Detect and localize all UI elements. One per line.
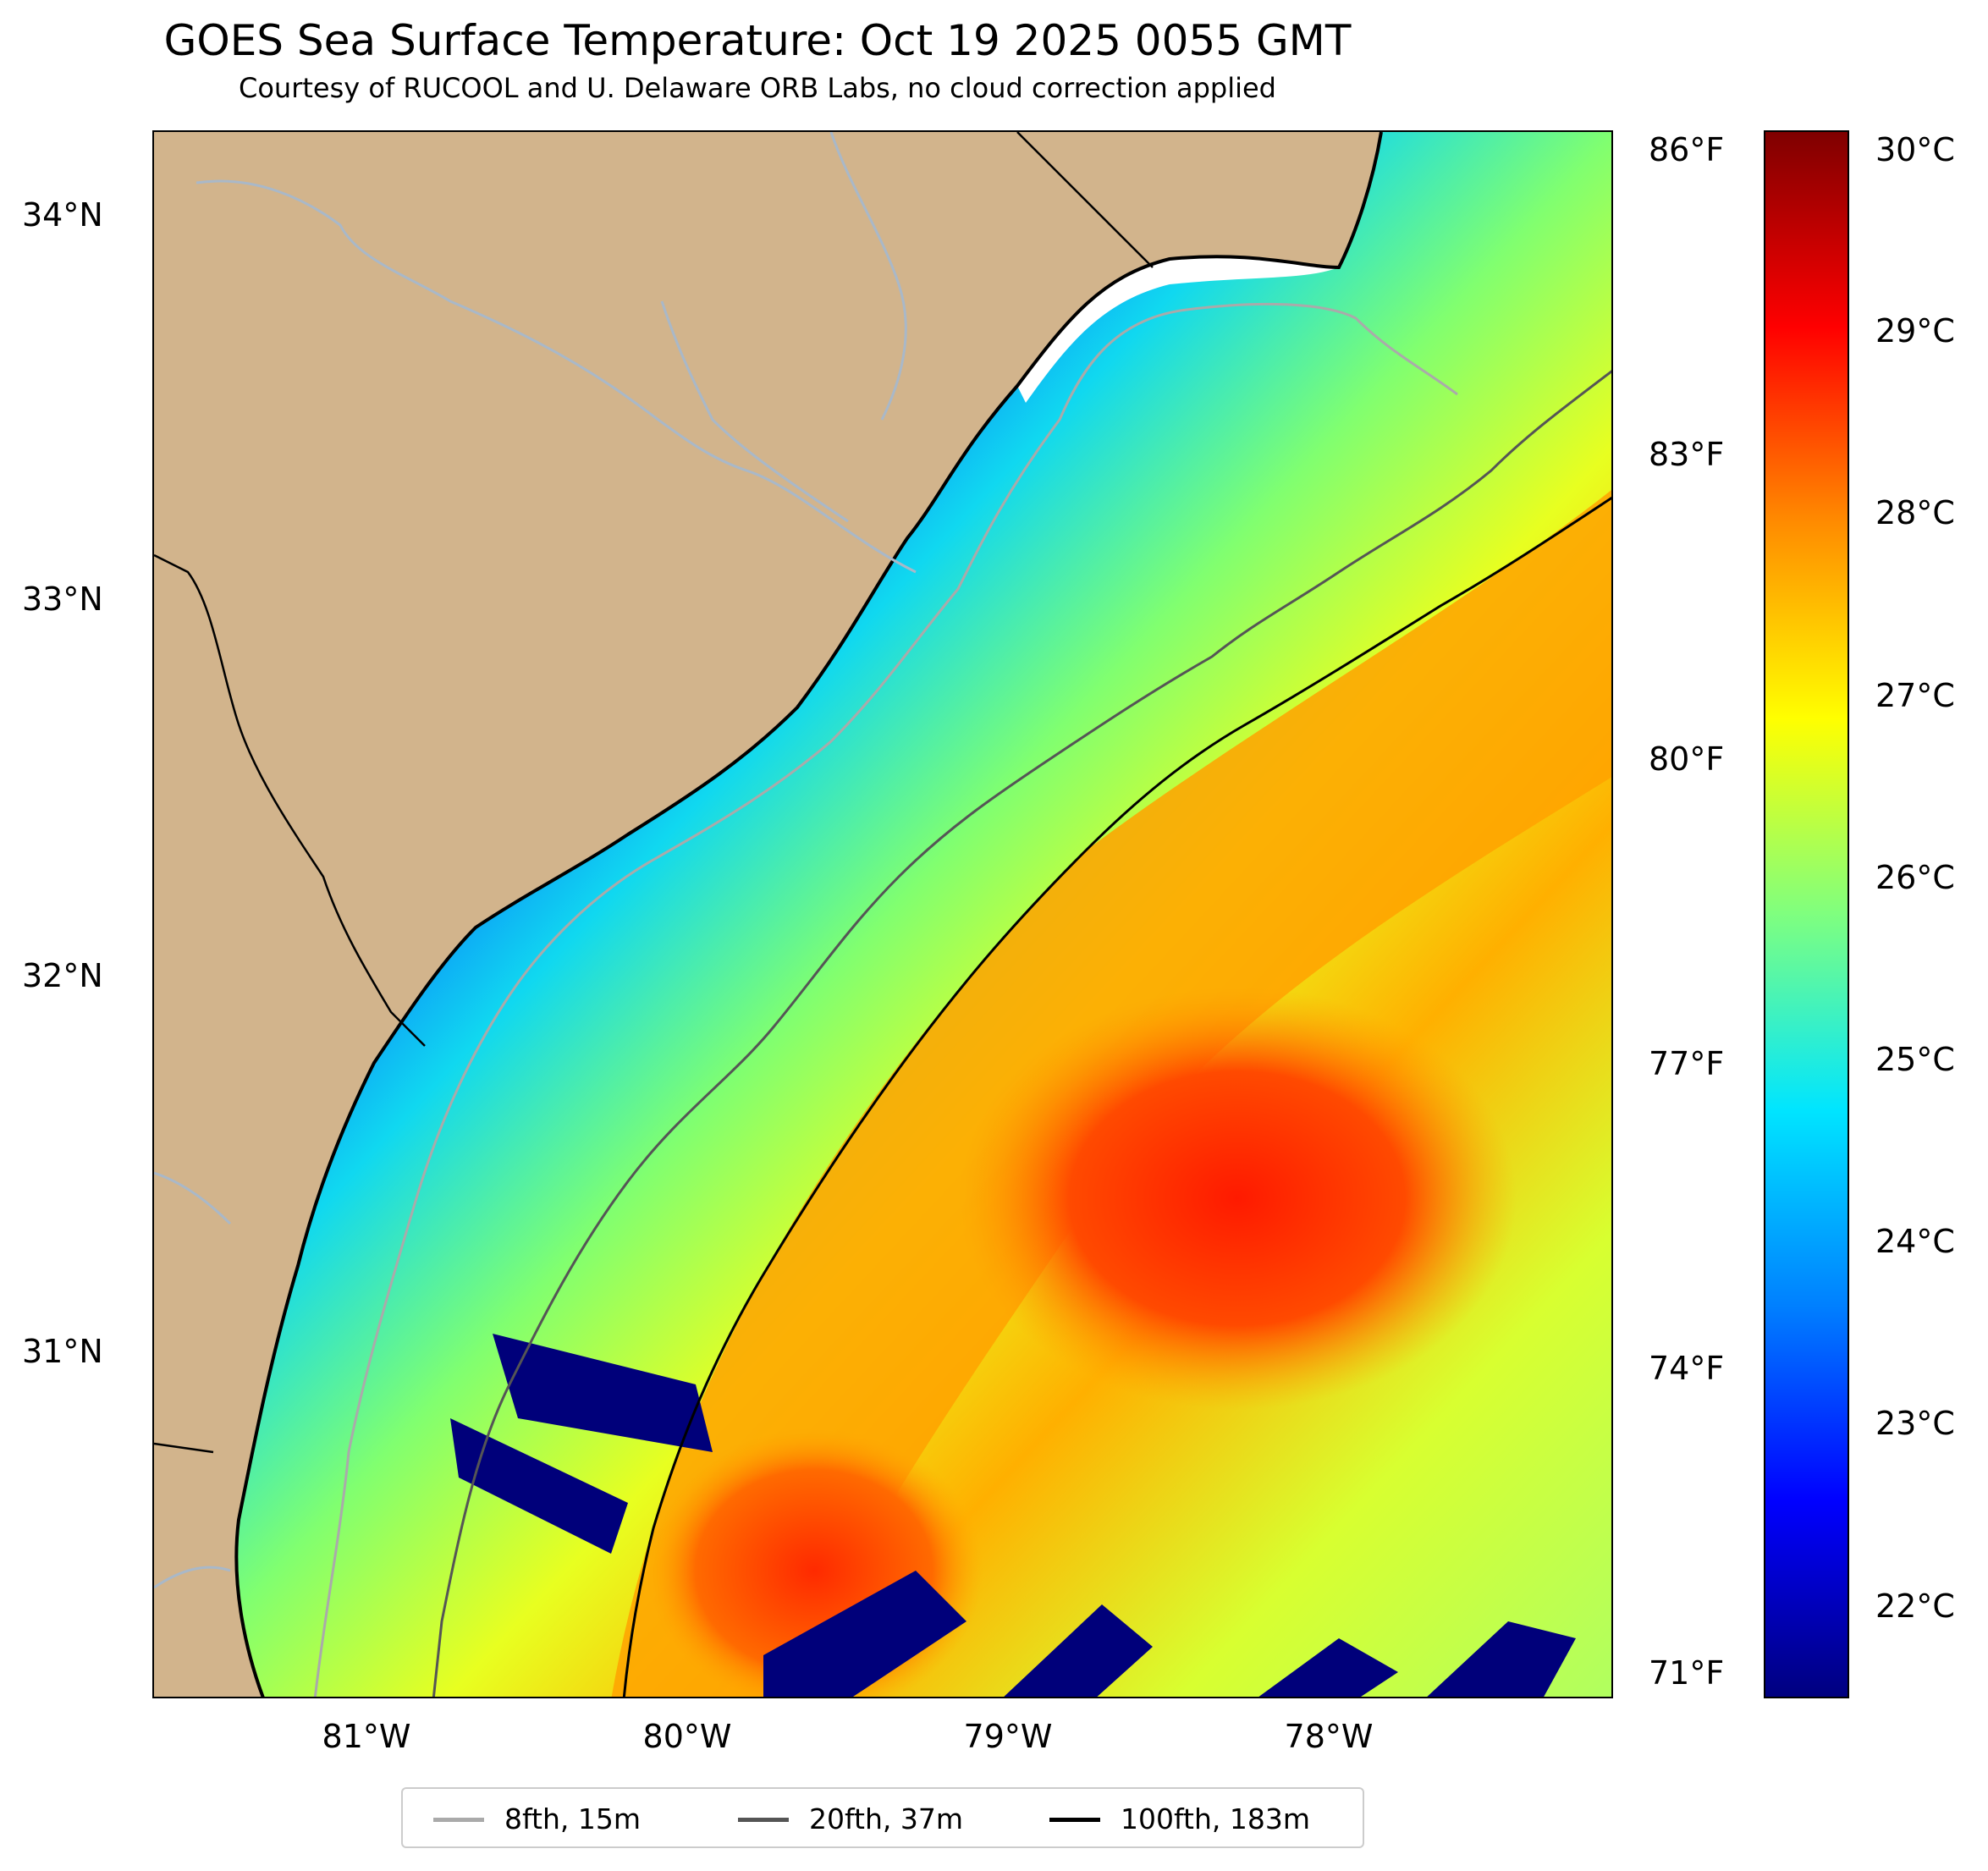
lon-label-80w: 80°W <box>642 1718 732 1755</box>
lon-label-81w: 81°W <box>322 1718 411 1755</box>
contour-20fth <box>432 370 1611 1697</box>
legend-item-20fth: 20fth, 37m <box>738 1801 963 1838</box>
legend-item-8fth: 8fth, 15m <box>433 1801 641 1838</box>
colorbar-label-22c: 22°C <box>1875 1588 1955 1625</box>
coastal-gap <box>1017 256 1339 403</box>
lat-label-32n: 32°N <box>22 957 103 994</box>
fahrenheit-label-86: 86°F <box>1649 131 1725 168</box>
lat-label-34n: 34°N <box>22 196 103 234</box>
depth-contour-legend: 8fth, 15m 20fth, 37m 100fth, 183m <box>401 1787 1364 1848</box>
lat-label-31n: 31°N <box>22 1333 103 1370</box>
sst-map-canvas <box>154 132 1611 1697</box>
sst-map <box>152 130 1613 1698</box>
fahrenheit-label-71: 71°F <box>1649 1654 1725 1692</box>
state-border-west <box>154 553 426 1047</box>
legend-label-20fth: 20fth, 37m <box>809 1802 963 1835</box>
warm-eddy <box>958 987 1517 1410</box>
land-mass <box>154 132 1381 1697</box>
colorbar-label-30c: 30°C <box>1875 131 1955 168</box>
lon-label-79w: 79°W <box>963 1718 1053 1755</box>
map-subtitle: Courtesy of RUCOOL and U. Delaware ORB L… <box>239 72 1276 104</box>
colorbar-label-23c: 23°C <box>1875 1405 1955 1442</box>
colorbar-label-27c: 27°C <box>1875 677 1955 714</box>
fahrenheit-label-74: 74°F <box>1649 1350 1725 1387</box>
contour-8fth <box>313 302 1458 1697</box>
state-border-north <box>1016 132 1154 268</box>
legend-label-8fth: 8fth, 15m <box>504 1802 642 1835</box>
lat-label-33n: 33°N <box>22 581 103 618</box>
colorbar-label-26c: 26°C <box>1875 859 1955 896</box>
colorbar-label-29c: 29°C <box>1875 312 1955 349</box>
colorbar-label-24c: 24°C <box>1875 1223 1955 1260</box>
coastline <box>234 132 1383 1697</box>
legend-line-8fth <box>433 1817 484 1822</box>
legend-line-100fth <box>1049 1817 1100 1822</box>
colorbar-label-25c: 25°C <box>1875 1041 1955 1078</box>
legend-item-100fth: 100fth, 183m <box>1049 1801 1310 1838</box>
fahrenheit-label-80: 80°F <box>1649 740 1725 778</box>
legend-label-100fth: 100fth, 183m <box>1121 1802 1310 1835</box>
rivers <box>154 132 917 1589</box>
fahrenheit-label-83: 83°F <box>1649 436 1725 473</box>
colorbar-label-28c: 28°C <box>1875 494 1955 531</box>
fahrenheit-label-77: 77°F <box>1649 1045 1725 1082</box>
temperature-colorbar <box>1764 130 1849 1698</box>
lon-label-78w: 78°W <box>1284 1718 1374 1755</box>
state-border-south <box>154 1442 214 1454</box>
map-title: GOES Sea Surface Temperature: Oct 19 202… <box>163 16 1352 65</box>
legend-line-20fth <box>738 1817 789 1822</box>
cold-streaks <box>450 1334 1576 1697</box>
contour-100fth <box>622 496 1611 1697</box>
